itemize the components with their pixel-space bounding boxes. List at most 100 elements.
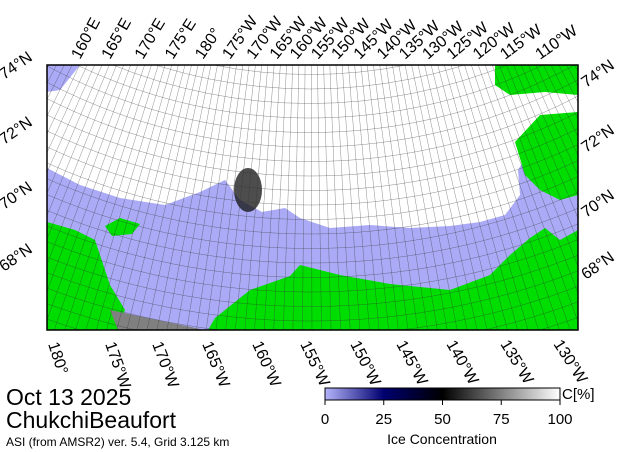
bottom-lon-label: 155°W xyxy=(296,338,332,390)
latitude-line xyxy=(47,160,578,220)
colorbar-unit: C[%] xyxy=(562,386,595,403)
longitude-line xyxy=(85,65,166,330)
longitude-line xyxy=(205,65,244,330)
longitude-line xyxy=(360,65,389,330)
longitude-line xyxy=(136,65,199,330)
longitude-line xyxy=(146,65,205,330)
latitude-line xyxy=(47,176,578,235)
longitude-line xyxy=(0,0,11,221)
open-water-nw xyxy=(47,65,80,92)
longitude-line xyxy=(528,65,578,176)
longitude-line xyxy=(302,65,306,330)
longitude-line xyxy=(215,65,250,330)
longitude-line xyxy=(491,65,578,295)
longitude-line xyxy=(398,65,448,330)
latitude-line xyxy=(76,65,544,119)
longitude-line xyxy=(225,65,256,330)
top-lon-label: 170°E xyxy=(132,16,169,62)
land-arctic-islands xyxy=(495,65,578,95)
map xyxy=(0,0,624,330)
bottom-lon-label: 140°W xyxy=(443,338,482,389)
longitude-line xyxy=(0,0,6,215)
bottom-lon-label: 150°W xyxy=(346,338,383,389)
open-water xyxy=(47,140,578,330)
left-lat-label: 70°N xyxy=(0,179,36,213)
longitude-line xyxy=(348,65,370,330)
land-alaska xyxy=(208,228,578,330)
colorbar-tick-label: 50 xyxy=(434,411,451,428)
bottom-lon-label: 160°W xyxy=(248,339,283,391)
longitude-line xyxy=(244,65,269,330)
latitude-line xyxy=(47,65,575,133)
left-lat-label: 74°N xyxy=(0,49,36,83)
longitude-line xyxy=(499,65,578,268)
longitude-line xyxy=(75,65,159,330)
bottom-lon-label: 130°W xyxy=(550,337,591,387)
longitude-line xyxy=(156,65,212,330)
longitude-line xyxy=(64,65,152,330)
latitude-line xyxy=(47,128,578,191)
longitude-line xyxy=(47,65,88,154)
longitude-line xyxy=(254,65,275,330)
longitude-line xyxy=(323,65,332,330)
longitude-line xyxy=(450,65,529,330)
longitude-line xyxy=(616,0,624,212)
longitude-line xyxy=(47,65,124,266)
longitude-line xyxy=(47,65,138,321)
left-lat-label: 68°N xyxy=(0,241,36,275)
longitude-line xyxy=(126,65,192,330)
longitude-line xyxy=(417,65,478,330)
longitude-line xyxy=(379,65,419,330)
latitude-line xyxy=(47,144,578,206)
right-lat-label: 72°N xyxy=(579,122,618,156)
latitude-line xyxy=(47,207,578,264)
longitude-line xyxy=(0,0,1,208)
map-frame xyxy=(46,64,579,331)
longitude-line xyxy=(424,65,488,330)
region-name: ChukchiBeaufort xyxy=(6,407,177,433)
dense-ice xyxy=(234,168,262,212)
longitude-line xyxy=(464,65,550,330)
bottom-lon-label: 135°W xyxy=(497,337,537,388)
longitude-line xyxy=(53,65,145,330)
latitude-line xyxy=(47,223,578,278)
latitude-line xyxy=(155,65,465,90)
colorbar-tick-label: 25 xyxy=(375,411,392,428)
longitude-line xyxy=(430,65,498,330)
longitude-line xyxy=(341,65,361,330)
right-lat-label: 74°N xyxy=(579,57,618,91)
longitude-line xyxy=(404,65,458,330)
longitude-line xyxy=(47,65,110,217)
longitude-line xyxy=(373,65,409,330)
top-lon-label: 165°E xyxy=(99,16,135,62)
land-wrangel xyxy=(105,218,140,236)
colorbar-tick-label: 100 xyxy=(547,411,572,428)
longitude-line xyxy=(47,65,117,240)
latitude-line xyxy=(47,192,578,249)
latitude-line xyxy=(213,65,407,75)
longitude-line xyxy=(392,65,438,330)
latitude-line xyxy=(112,65,508,104)
longitude-line xyxy=(116,65,186,330)
longitude-line xyxy=(235,65,262,330)
longitude-line xyxy=(106,65,179,330)
top-lon-label: 180° xyxy=(192,25,225,62)
colorbar xyxy=(324,387,561,401)
longitude-line xyxy=(477,65,571,330)
colorbar-label: Ice Concentration xyxy=(387,431,497,447)
longitude-line xyxy=(176,65,225,330)
colorbar-ticks: 0 25 50 75 100 xyxy=(321,400,573,428)
latitude-line xyxy=(47,239,578,293)
date-title: Oct 13 2025 xyxy=(6,384,131,410)
longitude-line xyxy=(411,65,468,330)
longitude-line xyxy=(317,65,322,330)
longitude-line xyxy=(354,65,380,330)
longitude-line xyxy=(292,65,300,330)
longitude-line xyxy=(186,65,231,330)
longitude-line xyxy=(513,65,578,219)
left-lat-label: 72°N xyxy=(0,114,36,148)
longitude-line xyxy=(47,65,103,194)
longitude-line xyxy=(385,65,428,330)
longitude-line xyxy=(95,65,173,330)
longitude-line xyxy=(283,65,293,330)
